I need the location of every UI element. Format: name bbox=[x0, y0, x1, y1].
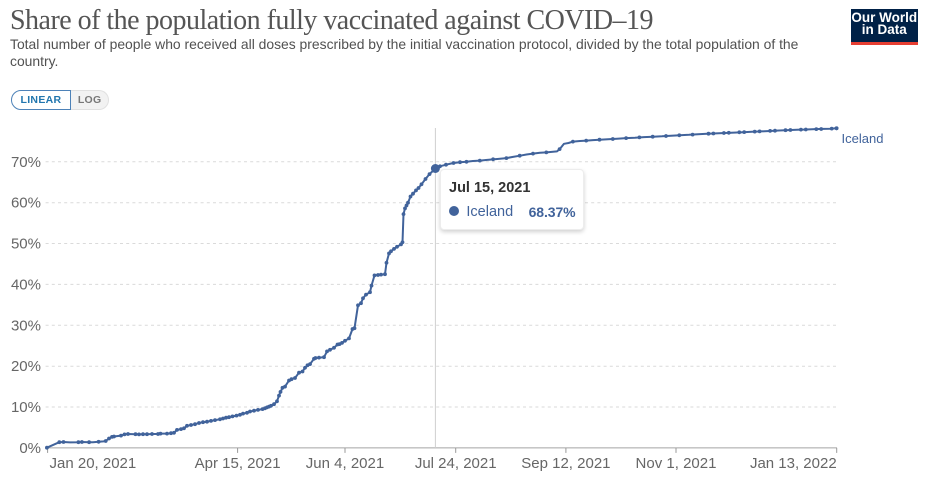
svg-text:Sep 12, 2021: Sep 12, 2021 bbox=[521, 455, 610, 472]
svg-text:Apr 15, 2021: Apr 15, 2021 bbox=[195, 455, 281, 472]
svg-text:30%: 30% bbox=[11, 317, 41, 334]
svg-text:0%: 0% bbox=[19, 440, 41, 457]
svg-text:10%: 10% bbox=[11, 399, 41, 416]
svg-text:Jan 13, 2022: Jan 13, 2022 bbox=[750, 455, 837, 472]
svg-text:Jun 4, 2021: Jun 4, 2021 bbox=[306, 455, 384, 472]
svg-text:Nov 1, 2021: Nov 1, 2021 bbox=[636, 455, 717, 472]
svg-text:70%: 70% bbox=[11, 154, 41, 171]
svg-text:40%: 40% bbox=[11, 276, 41, 293]
svg-text:Iceland: Iceland bbox=[842, 131, 884, 146]
svg-text:Jan 20, 2021: Jan 20, 2021 bbox=[50, 455, 137, 472]
svg-text:Jul 24, 2021: Jul 24, 2021 bbox=[415, 455, 497, 472]
svg-text:20%: 20% bbox=[11, 358, 41, 375]
svg-text:60%: 60% bbox=[11, 195, 41, 212]
svg-text:50%: 50% bbox=[11, 236, 41, 253]
